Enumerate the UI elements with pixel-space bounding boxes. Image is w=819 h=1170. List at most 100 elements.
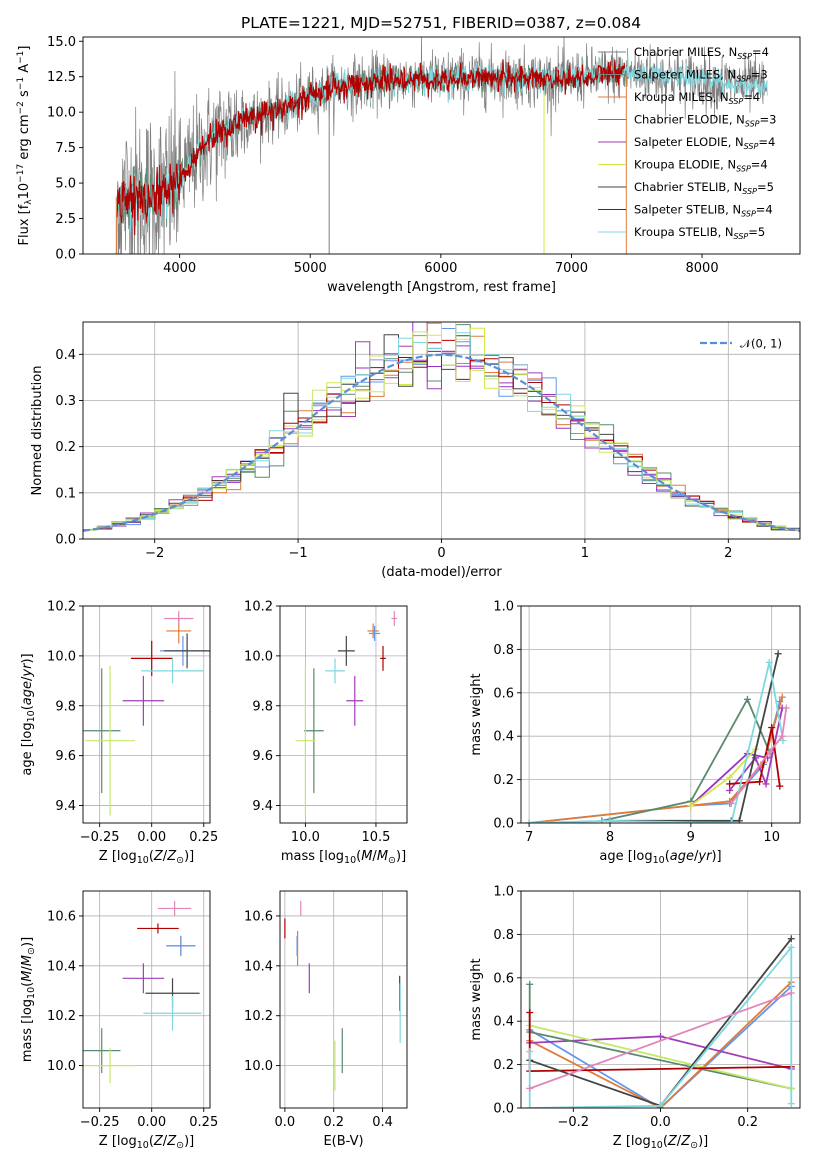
y-tick-label: 10.2 [244,1009,273,1024]
plot-area [83,322,800,532]
errorbar-point [83,1028,121,1074]
residuals-histogram-panel: −2 −1 0 1 2 0.0 0.1 0.2 0.3 0.4 𝒩(0, 1) (data-model… [30,321,801,580]
y-tick-label: 10.2 [47,1009,76,1024]
x-tick-label: −0.2 [558,1115,590,1130]
x-tick-label: 0.00 [137,830,166,845]
mass-vs-ebv-panel: 0.0 0.2 0.4 10.0 10.2 10.4 10.6 E(B-V) [244,890,408,1149]
x-tick-label: 7000 [555,261,588,276]
errorbar-point [141,658,204,684]
errorbar-point [295,665,316,816]
mass-weight-marker [787,935,795,943]
legend-entry: Kroupa MILES, NSSP=4 [634,90,760,106]
mass-weight-marker [743,695,751,703]
mass-weight-marker [778,732,786,740]
x-tick-label: 0.25 [189,830,218,845]
x-axis-label: Z [log10(Z/Z⊙)] [99,1134,194,1151]
x-axis-label: Z [log10(Z/Z⊙)] [99,849,194,866]
mass-weight-marker [726,786,734,794]
mass-weight-marker [526,1009,534,1017]
mass-weight-marker [779,737,787,745]
normal-distribution-curve [83,353,800,532]
mass-weight-marker [526,1048,534,1056]
y-axis-label: mass weight [469,958,484,1040]
x-axis-label: age [log10(age/yr)] [599,849,721,866]
axis-ticks: 0.0 0.2 0.4 10.0 10.2 10.4 10.6 [244,909,393,1130]
y-tick-label: 0.8 [493,928,514,943]
axes-frame [82,36,801,255]
x-tick-label: −1 [289,546,308,561]
errorbar-point [337,635,355,666]
mass-weight-marker [787,1100,795,1108]
mass-weight-series [529,662,784,823]
y-tick-label: 10.4 [47,959,76,974]
mass-weight-marker [766,747,774,755]
axis-ticks: 10.0 10.5 9.4 9.6 9.8 10.0 10.2 [244,600,390,846]
y-tick-label: 0.2 [493,1058,514,1073]
x-tick-label: −0.25 [80,1115,120,1130]
mass-weight-marker [787,943,795,951]
y-tick-label: 10.6 [244,909,273,924]
axes-frame [520,605,801,824]
plot-area [83,900,202,1084]
errorbar-point [166,935,196,956]
mass-weight-marker [687,802,695,810]
legend-entry: Chabrier MILES, NSSP=4 [634,45,769,61]
errorbar-point [164,610,194,626]
x-tick-label: 0.0 [275,1115,296,1130]
y-tick-label: 0.4 [493,730,514,745]
model-spectrum-line [116,59,627,236]
mass-weight-marker [735,817,743,823]
x-tick-label: 2 [724,546,732,561]
model-spectrum-line [623,55,768,99]
legend-entry: Kroupa ELODIE, NSSP=4 [634,158,768,174]
y-tick-label: 10.0 [244,649,273,664]
errorbar-point [143,995,202,1031]
y-tick-label: 0.0 [55,533,76,548]
errorbar-point [83,668,121,794]
mass-weight-series [610,653,780,822]
axes-frame [82,605,211,824]
x-tick-label: 10.5 [361,830,390,845]
axes-frame [279,605,408,824]
mass-weight-marker [782,704,790,712]
x-tick-label: 0.00 [137,1115,166,1130]
mass-weight-series [529,985,792,1108]
axis-ticks: −0.25 0.00 0.25 9.4 9.6 9.8 10.0 10.2 [47,600,218,846]
x-tick-label: 9 [687,830,695,845]
x-tick-label: 7 [525,830,533,845]
y-axis-label: mass weight [469,673,484,755]
plot-area [83,610,210,816]
x-tick-label: 0.25 [189,1115,218,1130]
x-tick-label: 1 [581,546,589,561]
x-axis-label: Z [log10(Z/Z⊙)] [613,1134,708,1151]
figure-title: PLATE=1221, MJD=52751, FIBERID=0387, z=0… [241,14,641,32]
y-tick-label: 0.6 [493,971,514,986]
mass-weight-marker [606,817,614,823]
y-tick-label: 9.6 [252,749,273,764]
mass-weight-marker [768,724,776,732]
mass-weight-marker [726,773,734,781]
plot-area [525,650,790,823]
residual-histogram [83,322,800,531]
y-tick-label: 0.0 [493,1102,514,1117]
mass-weight-marker [526,1084,534,1092]
x-tick-label: −2 [145,546,164,561]
errorbar-point [164,633,210,669]
y-tick-label: 0.2 [55,440,76,455]
axis-ticks: −2 −1 0 1 2 0.0 0.1 0.2 0.3 0.4 [55,348,732,561]
errorbar-point [368,625,381,641]
y-axis-label: Normed distribution [30,366,45,496]
legend-entry: Salpeter MILES, NSSP=3 [634,68,768,84]
mass-weight-marker [657,1102,664,1108]
x-axis-label: wavelength [Angstrom, rest frame] [327,280,556,295]
x-tick-label: 4000 [163,261,196,276]
spectrum-panel: 4000 5000 6000 7000 8000 0.0 2.5 5.0 7.5 10.0 12.5… [16,35,801,295]
y-tick-label: 9.4 [55,799,76,814]
y-tick-label: 1.0 [493,885,514,900]
y-tick-label: 0.6 [493,686,514,701]
mass-weight-marker [726,780,734,788]
spectrum-legend: Chabrier MILES, NSSP=4 Salpeter MILES, NS… [598,45,776,241]
mass-weight-marker [756,778,764,786]
mass-weight-marker [727,799,735,807]
